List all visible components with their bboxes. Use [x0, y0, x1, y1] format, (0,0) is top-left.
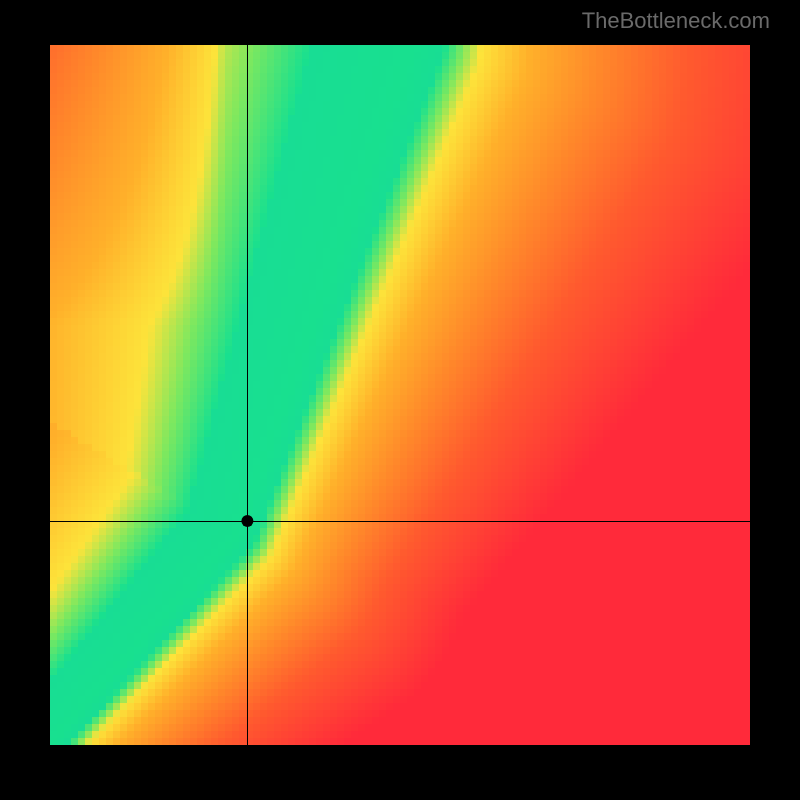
bottleneck-heatmap	[50, 45, 750, 745]
chart-container: TheBottleneck.com	[0, 0, 800, 800]
watermark-text: TheBottleneck.com	[582, 8, 770, 34]
